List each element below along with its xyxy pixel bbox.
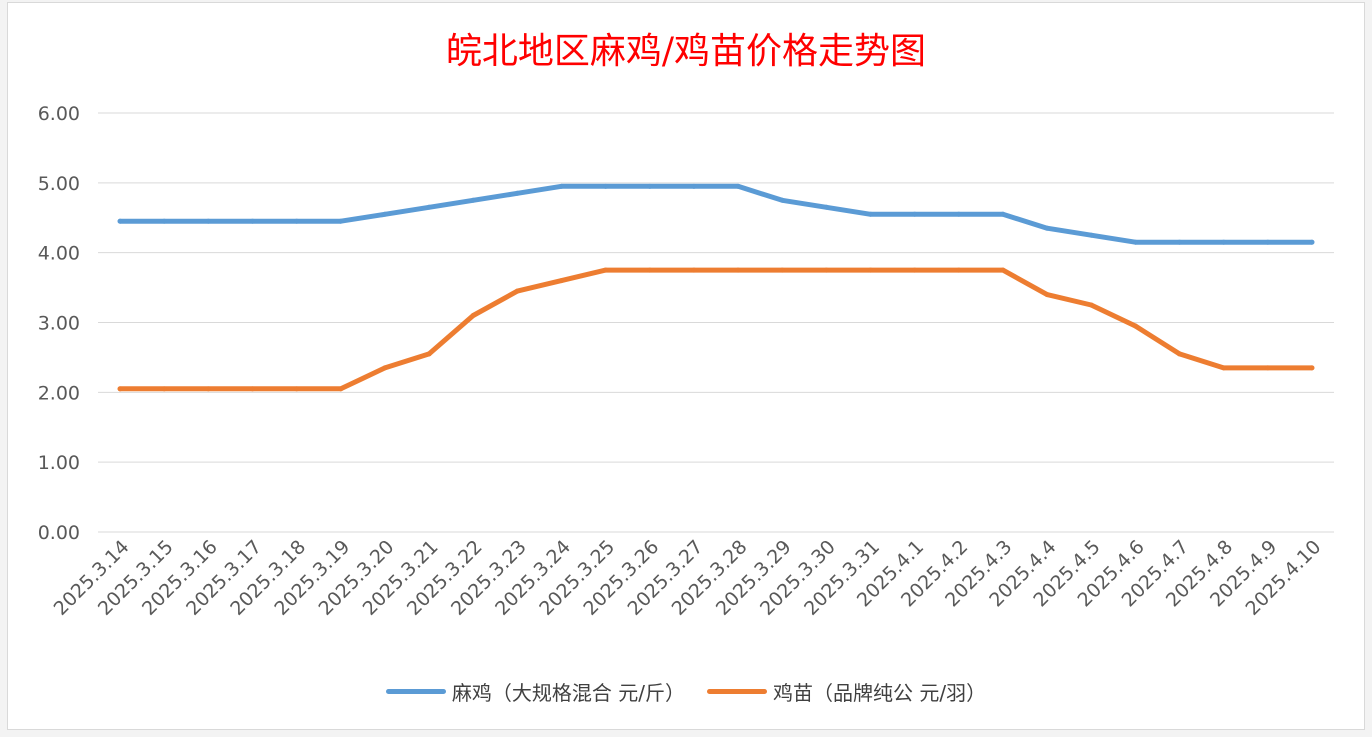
series-2-point-16: [823, 267, 829, 273]
series-lines: [117, 183, 1315, 392]
series-2-point-2: [205, 386, 211, 392]
series-1-point-1: [161, 218, 167, 224]
series-2-point-14: [735, 267, 741, 273]
series-2-point-3: [250, 386, 255, 392]
legend-swatch-series-1: [385, 689, 446, 694]
y-axis-ticks: 0.00 1.00 2.00 3.00 4.00 5.00 6.00: [38, 103, 80, 544]
legend-item-series-1[interactable]: 麻鸡（大规格混合 元/斤）: [385, 677, 685, 706]
series-line-2: [117, 267, 1315, 392]
series-2-point-19: [956, 267, 962, 273]
series-1-point-18: [912, 211, 918, 217]
y-tick-label-5: 5.00: [38, 173, 80, 195]
series-2-point-26: [1265, 365, 1271, 371]
series-1-point-17: [868, 211, 873, 217]
series-2-point-4: [294, 386, 300, 392]
y-tick-label-6: 6.00: [38, 103, 80, 125]
series-1-point-22: [1088, 232, 1094, 238]
series-2-point-17: [868, 267, 873, 273]
series-1-point-10: [559, 183, 564, 189]
series-1-point-27: [1309, 239, 1315, 245]
series-2-point-27: [1309, 365, 1315, 371]
series-2-point-0: [117, 386, 123, 392]
series-1-point-6: [382, 211, 388, 217]
series-1-point-25: [1221, 239, 1227, 245]
series-1-point-23: [1132, 239, 1138, 245]
series-2-point-8: [470, 313, 476, 319]
series-1-point-11: [603, 183, 609, 189]
series-2-point-1: [161, 386, 167, 392]
legend-label-series-1: 麻鸡（大规格混合 元/斤）: [451, 681, 685, 705]
y-tick-label-3: 3.00: [38, 313, 80, 335]
x-axis-ticks: 2025.3.142025.3.152025.3.162025.3.172025…: [50, 536, 1326, 620]
series-1-point-20: [1000, 211, 1006, 217]
series-2-point-15: [779, 267, 785, 273]
chart-area[interactable]: [7, 2, 1365, 730]
series-2-point-5: [338, 386, 344, 392]
series-1-point-24: [1177, 239, 1182, 245]
series-1-point-2: [205, 218, 211, 224]
series-1-point-3: [250, 218, 255, 224]
series-1-point-0: [117, 218, 123, 224]
series-1-point-5: [338, 218, 344, 224]
legend: 麻鸡（大规格混合 元/斤） 鸡苗（品牌纯公 元/羽）: [0, 677, 1372, 706]
series-1-point-12: [647, 183, 653, 189]
series-1-point-7: [426, 204, 432, 210]
series-1-point-15: [779, 197, 785, 203]
series-2-point-25: [1221, 365, 1227, 371]
y-tick-label-0: 0.00: [38, 522, 80, 544]
legend-swatch-series-2: [707, 689, 767, 694]
legend-item-series-2[interactable]: 鸡苗（品牌纯公 元/羽）: [707, 677, 986, 706]
series-line-1: [117, 183, 1315, 245]
series-2-point-7: [426, 351, 432, 357]
series-2-point-23: [1132, 323, 1138, 329]
series-1-point-9: [514, 190, 520, 196]
series-2-point-6: [382, 365, 388, 371]
series-1-point-26: [1265, 239, 1271, 245]
gridlines: [98, 112, 1334, 533]
series-1-point-8: [470, 197, 476, 203]
series-1-point-16: [823, 204, 829, 210]
series-1-point-4: [294, 218, 300, 224]
series-2-point-12: [647, 267, 653, 273]
chart-title: 皖北地区麻鸡/鸡苗价格走势图: [445, 31, 927, 72]
y-tick-label-1: 1.00: [38, 452, 80, 474]
series-2-point-24: [1177, 351, 1182, 357]
series-2-point-21: [1044, 292, 1050, 298]
series-2-point-10: [559, 278, 564, 284]
series-1-point-13: [691, 183, 697, 189]
series-1-point-14: [735, 183, 741, 189]
series-1-point-19: [956, 211, 962, 217]
y-tick-label-2: 2.00: [38, 382, 80, 404]
series-2-point-20: [1000, 267, 1006, 273]
series-2-point-22: [1088, 302, 1094, 308]
legend-label-series-2: 鸡苗（品牌纯公 元/羽）: [773, 681, 987, 705]
series-2-point-13: [691, 267, 697, 273]
series-2-point-18: [912, 267, 918, 273]
series-1-point-21: [1044, 225, 1050, 231]
y-tick-label-4: 4.00: [38, 243, 80, 265]
series-2-point-9: [514, 288, 520, 294]
series-2-point-11: [603, 267, 609, 273]
